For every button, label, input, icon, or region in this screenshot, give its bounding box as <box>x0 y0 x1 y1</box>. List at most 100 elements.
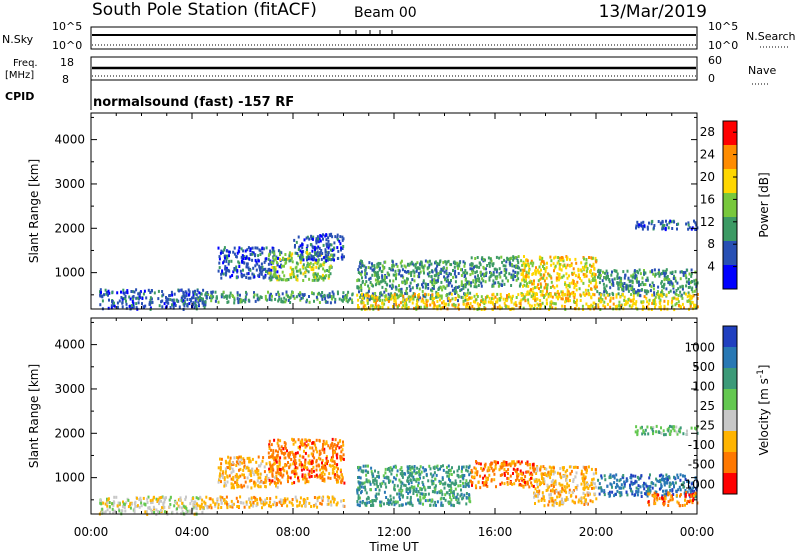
scatter-cell <box>651 301 654 305</box>
scatter-cell <box>316 297 319 301</box>
scatter-cell <box>244 297 247 301</box>
scatter-cell <box>684 292 687 296</box>
scatter-cell <box>548 273 551 277</box>
scatter-cell <box>594 278 596 282</box>
scatter-cell <box>237 459 240 463</box>
scatter-cell <box>340 248 342 252</box>
scatter-cell <box>643 306 646 310</box>
scatter-cell <box>268 439 271 443</box>
scatter-cell <box>226 249 229 253</box>
scatter-cell <box>158 499 161 503</box>
scatter-cell <box>410 472 413 476</box>
scatter-cell <box>295 261 298 265</box>
scatter-cell <box>543 295 545 299</box>
scatter-cell <box>559 490 562 494</box>
scatter-cell <box>293 467 296 471</box>
scatter-cell <box>464 274 467 277</box>
scatter-cell <box>257 254 260 258</box>
scatter-cell <box>390 297 393 301</box>
freq-label-line2: [MHz] <box>5 70 34 81</box>
scatter-cell <box>316 496 319 500</box>
scatter-cell <box>226 474 229 478</box>
scatter-cell <box>632 291 635 295</box>
scatter-cell <box>509 464 512 468</box>
scatter-cell <box>511 460 514 464</box>
scatter-cell <box>182 290 185 294</box>
scatter-cell <box>257 484 259 488</box>
scatter-cell <box>462 302 465 306</box>
scatter-cell <box>182 294 185 297</box>
scatter-cell <box>138 295 141 299</box>
scatter-cell <box>103 293 105 297</box>
scatter-cell <box>550 466 553 470</box>
scatter-cell <box>303 442 306 446</box>
scatter-cell <box>693 282 696 286</box>
scatter-cell <box>341 253 344 257</box>
scatter-cell <box>521 268 524 272</box>
scatter-cell <box>525 270 528 274</box>
scatter-cell <box>225 483 228 487</box>
scatter-cell <box>228 467 231 471</box>
scatter-cell <box>464 481 467 485</box>
scatter-cell <box>321 477 324 481</box>
scatter-cell <box>560 268 563 272</box>
scatter-cell <box>565 296 567 300</box>
scatter-cell <box>100 511 103 515</box>
scatter-cell <box>214 504 217 508</box>
scatter-cell <box>364 464 367 468</box>
scatter-cell <box>487 466 490 470</box>
scatter-cell <box>238 505 240 508</box>
scatter-cell <box>527 271 530 275</box>
scatter-cell <box>325 456 328 460</box>
scatter-cell <box>228 254 230 258</box>
scatter-cell <box>438 491 441 495</box>
scatter-cell <box>466 294 468 297</box>
scatter-cell <box>583 293 586 297</box>
scatter-cell <box>501 260 504 264</box>
colorbar-swatch <box>723 145 737 170</box>
nsky-tick-bottom: 10^0 <box>52 39 82 52</box>
scatter-cell <box>339 242 342 246</box>
scatter-cell <box>383 502 385 506</box>
scatter-cell <box>449 298 452 302</box>
colorbar-swatch <box>723 265 737 290</box>
scatter-cell <box>483 300 486 304</box>
scatter-cell <box>657 268 660 272</box>
scatter-cell <box>334 300 337 304</box>
scatter-cell <box>237 475 240 479</box>
scatter-cell <box>501 481 503 485</box>
scatter-cell <box>391 285 394 289</box>
scatter-cell <box>271 463 274 467</box>
scatter-cell <box>417 304 420 308</box>
scatter-cell <box>496 300 499 304</box>
scatter-cell <box>401 300 404 304</box>
scatter-cell <box>559 276 562 280</box>
scatter-cell <box>304 266 307 270</box>
scatter-cell <box>552 478 554 482</box>
scatter-cell <box>311 291 313 295</box>
scatter-cell <box>311 459 314 463</box>
scatter-cell <box>318 246 321 250</box>
scatter-cell <box>394 298 397 302</box>
scatter-cell <box>526 274 529 278</box>
scatter-cell <box>455 481 458 485</box>
scatter-cell <box>108 298 110 302</box>
scatter-cell <box>225 296 228 300</box>
scatter-cell <box>436 300 439 303</box>
scatter-cell <box>168 498 171 502</box>
scatter-cell <box>503 269 506 273</box>
scatter-cell <box>150 289 153 292</box>
scatter-cell <box>406 277 409 281</box>
scatter-cell <box>656 293 659 296</box>
scatter-cell <box>209 497 212 501</box>
scatter-cell <box>447 298 450 302</box>
scatter-cell <box>536 485 539 489</box>
scatter-cell <box>434 500 437 504</box>
scatter-cell <box>633 288 636 292</box>
scatter-cell <box>524 262 527 266</box>
scatter-cell <box>262 268 265 271</box>
scatter-cell <box>291 503 294 507</box>
scatter-cell <box>586 267 589 270</box>
scatter-cell <box>324 462 327 465</box>
